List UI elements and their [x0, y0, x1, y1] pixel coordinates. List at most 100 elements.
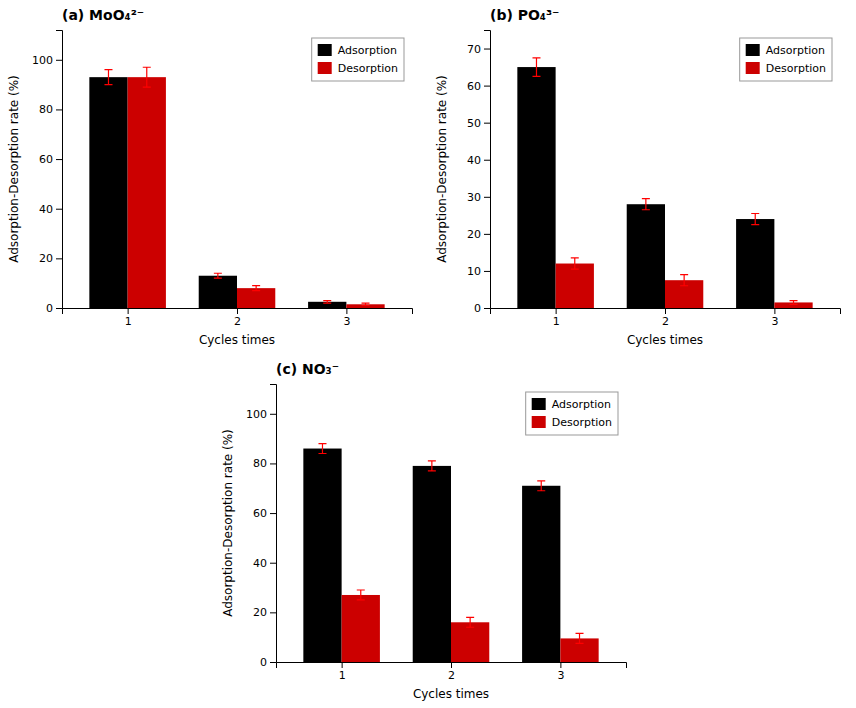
y-axis: 020406080100 — [246, 385, 277, 670]
y-tick-label: 50 — [467, 117, 481, 130]
title: (b) PO₄³⁻ — [490, 7, 560, 23]
bar-series — [517, 67, 774, 308]
x-tick-mark — [346, 308, 347, 314]
y-tick-mark — [270, 563, 276, 564]
legend-label: Adsorption — [766, 44, 825, 57]
y-tick: 30 — [467, 191, 490, 204]
error-bars — [318, 444, 545, 491]
x-tick-label: 1 — [553, 315, 560, 328]
legend-item: Desorption — [532, 416, 612, 429]
x-axis-line — [277, 663, 627, 669]
legend-item: Adsorption — [532, 398, 611, 411]
figure: 123020406080100(a) MoO₄²⁻Cycles timesAds… — [0, 0, 856, 708]
y-tick: 60 — [253, 507, 276, 520]
y-tick: 60 — [467, 80, 490, 93]
y-tick-mark — [484, 86, 490, 87]
legend-label: Desorption — [552, 416, 612, 429]
legend: Adsorption Desorption — [312, 38, 404, 81]
legend-label: Adsorption — [552, 398, 611, 411]
y-tick-label: 20 — [467, 228, 481, 241]
legend-swatch — [532, 416, 546, 428]
y-axis-title: Adsorption-Desorption rate (%) — [435, 75, 449, 263]
y-axis-line — [56, 31, 63, 309]
y-tick-label: 40 — [467, 154, 481, 167]
y-tick-label: 0 — [260, 656, 267, 669]
y-tick: 40 — [253, 557, 276, 570]
plot-area — [89, 67, 384, 308]
y-tick-mark — [270, 463, 276, 464]
y-tick-label: 20 — [39, 252, 53, 265]
error-bar — [252, 286, 260, 291]
error-bar — [680, 275, 688, 286]
bar — [736, 219, 774, 308]
error-bars — [532, 58, 759, 225]
bar-series — [128, 77, 385, 308]
y-axis-line — [270, 385, 277, 663]
x-tick: 3 — [771, 308, 778, 328]
y-tick-mark — [270, 662, 276, 663]
x-tick: 1 — [339, 662, 346, 682]
y-tick: 10 — [467, 265, 490, 278]
error-bars — [571, 258, 798, 304]
bar — [517, 67, 555, 308]
y-tick-label: 40 — [39, 203, 53, 216]
error-bar — [143, 67, 151, 87]
title: (c) NO₃⁻ — [276, 361, 339, 377]
bar — [199, 276, 237, 308]
plot-area — [303, 444, 598, 662]
y-axis: 0 10 20 30 40 50 60 70 — [467, 31, 491, 316]
legend-frame — [526, 392, 618, 435]
legend-label: Desorption — [338, 62, 398, 75]
x-tick: 2 — [662, 308, 669, 328]
plot-area — [517, 58, 812, 308]
y-tick-mark — [56, 109, 62, 110]
error-bar — [104, 70, 112, 85]
y-tick-label: 60 — [253, 507, 267, 520]
x-tick: 3 — [343, 308, 350, 328]
x-axis: 1 2 3 — [491, 308, 841, 328]
x-tick-mark — [342, 662, 343, 668]
y-tick-mark — [484, 234, 490, 235]
x-tick-mark — [128, 308, 129, 314]
x-tick: 1 — [553, 308, 560, 328]
x-tick-mark — [451, 662, 452, 668]
x-axis-title: Cycles times — [627, 333, 703, 347]
error-bar — [428, 461, 436, 471]
x-tick-label: 1 — [125, 315, 132, 328]
x-tick-mark — [665, 308, 666, 314]
legend-item: Adsorption — [318, 44, 397, 57]
bar — [451, 622, 489, 662]
x-tick-mark — [560, 662, 561, 668]
bar-series — [89, 77, 346, 308]
legend-swatch — [318, 62, 332, 74]
y-tick-mark — [56, 60, 62, 61]
error-bar — [576, 633, 584, 643]
y-tick-label: 100 — [32, 54, 53, 67]
y-tick-mark — [484, 49, 490, 50]
y-tick: 40 — [467, 154, 490, 167]
error-bar — [362, 303, 370, 305]
bar — [342, 595, 380, 662]
y-tick-label: 0 — [474, 302, 481, 315]
legend-item: Desorption — [318, 62, 398, 75]
y-tick-label: 80 — [39, 103, 53, 116]
y-tick-label: 60 — [39, 153, 53, 166]
legend-swatch — [532, 398, 546, 410]
error-bar — [532, 58, 540, 77]
error-bar — [214, 273, 222, 278]
y-tick-mark — [56, 209, 62, 210]
x-tick: 2 — [448, 662, 455, 682]
y-tick: 40 — [39, 203, 62, 216]
panel: 123010203040506070(b) PO₄³⁻Cycles timesA… — [435, 7, 841, 347]
x-axis: 123 — [63, 308, 413, 328]
legend: AdsorptionDesorption — [740, 38, 832, 81]
y-tick-mark — [484, 160, 490, 161]
error-bars — [357, 590, 584, 643]
y-tick-mark — [484, 308, 490, 309]
x-axis-title: Cycles times — [199, 333, 275, 347]
y-tick: 70 — [467, 43, 490, 56]
error-bars — [104, 70, 331, 303]
x-tick-label: 3 — [557, 669, 564, 682]
x-tick: 1 — [125, 308, 132, 328]
bar — [303, 449, 341, 662]
